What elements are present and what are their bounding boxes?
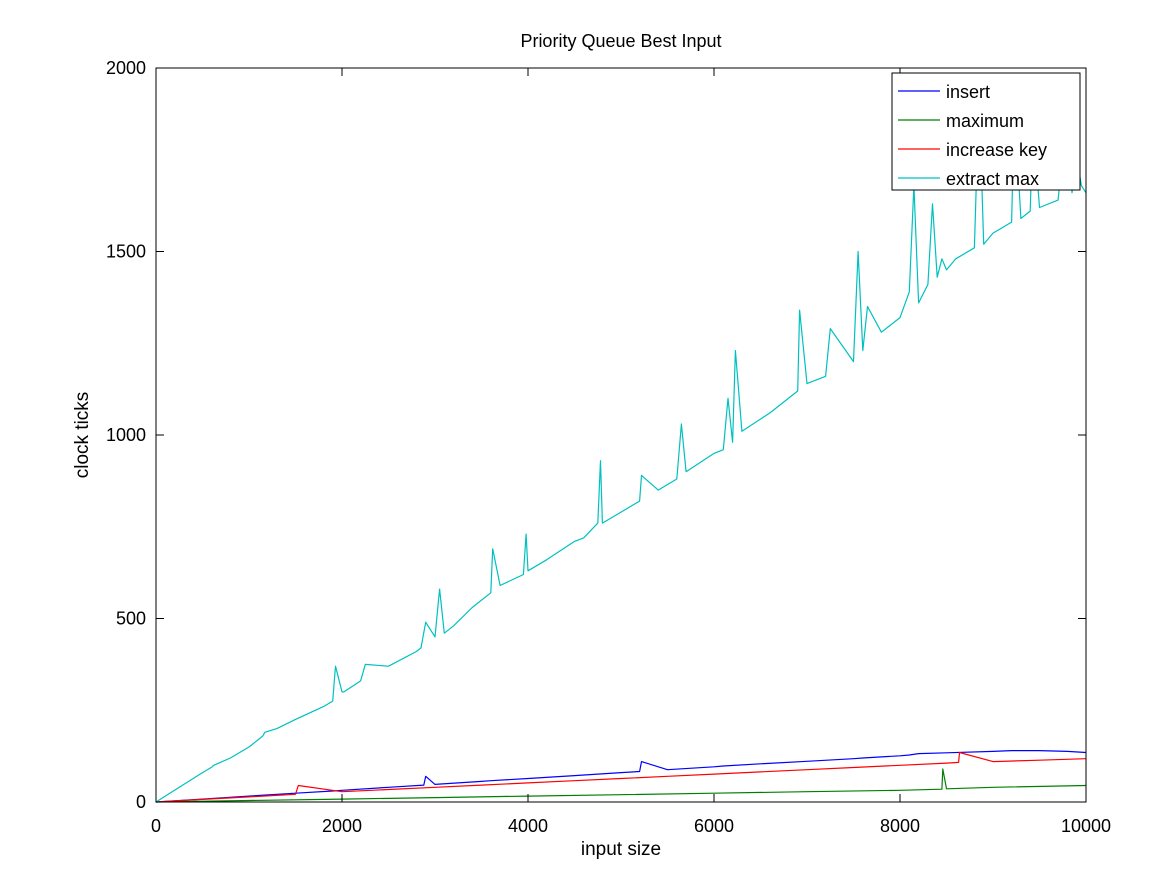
- series-line-maximum: [155, 768, 1087, 803]
- y-tick-label: 1000: [106, 425, 146, 445]
- y-tick-label: 1500: [106, 242, 146, 262]
- x-axis-title: input size: [581, 839, 661, 860]
- legend-label-insert: insert: [946, 82, 990, 102]
- x-tick-label: 2000: [322, 816, 362, 836]
- series-line-extract-max: [155, 93, 1087, 803]
- series-line-insert: [155, 749, 1087, 803]
- y-tick-label: 2000: [106, 58, 146, 78]
- plot-lines: [155, 93, 1087, 803]
- x-tick-label: 4000: [508, 816, 548, 836]
- x-tick-label: 10000: [1061, 816, 1111, 836]
- axis-tick-labels: 0 2000 4000 6000 8000 10000 0 500 1000 1500 2000: [106, 58, 1111, 836]
- y-tick-label: 500: [116, 609, 146, 629]
- y-axis-title: clock ticks: [72, 392, 93, 479]
- x-tick-label: 0: [151, 816, 161, 836]
- axis-ticks: [155, 67, 1087, 803]
- series-line-increase-key: [155, 751, 1087, 803]
- legend: insert maximum increase key extract max: [891, 72, 1081, 191]
- x-tick-label: 8000: [880, 816, 920, 836]
- legend-label-maximum: maximum: [946, 111, 1024, 131]
- chart-title: Priority Queue Best Input: [520, 31, 721, 51]
- x-tick-label: 6000: [694, 816, 734, 836]
- legend-label-increase-key: increase key: [946, 140, 1047, 160]
- y-tick-label: 0: [136, 792, 146, 812]
- legend-box: [891, 72, 1081, 191]
- legend-label-extract-max: extract max: [946, 169, 1039, 189]
